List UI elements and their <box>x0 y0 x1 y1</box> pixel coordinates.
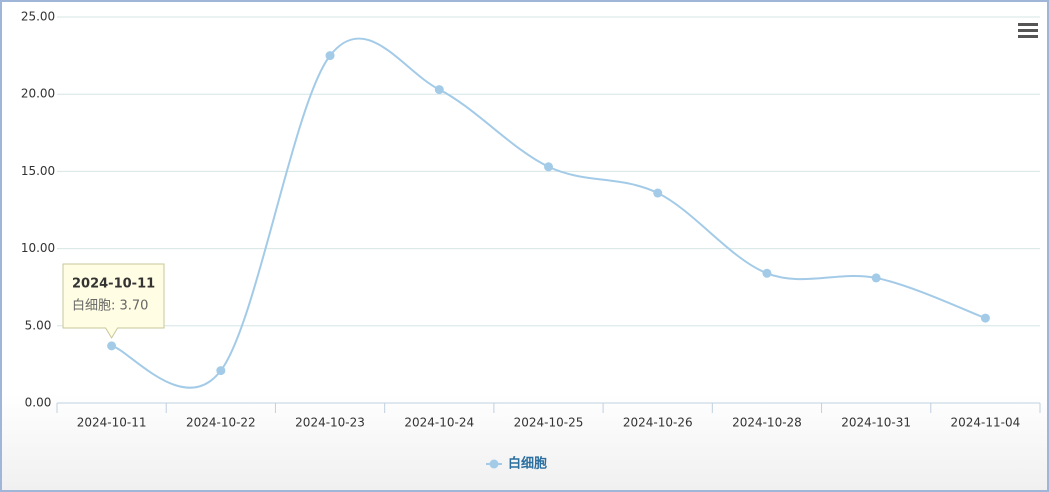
menu-icon[interactable] <box>1018 23 1038 38</box>
legend-label: 白细胞 <box>508 456 547 472</box>
y-tick-label: 5.00 <box>25 318 52 332</box>
menu-bar <box>1018 23 1038 26</box>
x-tick-label: 2024-10-25 <box>514 416 584 430</box>
x-tick-label: 2024-10-23 <box>295 416 365 430</box>
tooltip-text: 白细胞: 3.70 <box>72 298 148 314</box>
y-tick-label: 15.00 <box>21 164 55 178</box>
point <box>434 85 444 95</box>
point <box>216 366 226 376</box>
y-tick-label: 0.00 <box>25 396 52 410</box>
point <box>980 313 990 323</box>
y-tick-label: 20.00 <box>21 87 55 101</box>
x-tick-label: 2024-10-11 <box>77 416 147 430</box>
menu-bar <box>1018 29 1038 32</box>
point <box>871 273 881 283</box>
tooltip: 2024-10-11 白细胞: 3.70 <box>62 263 165 339</box>
tooltip-title: 2024-10-11 <box>72 277 155 292</box>
x-tick-label: 2024-10-22 <box>186 416 256 430</box>
x-tick-label: 2024-10-28 <box>732 416 802 430</box>
x-tick-label: 2024-10-24 <box>404 416 474 430</box>
y-tick-label: 10.00 <box>21 241 55 255</box>
point <box>107 341 117 351</box>
menu-bar <box>1018 35 1038 38</box>
x-tick-label: 2024-11-04 <box>951 416 1021 430</box>
y-tick-label: 25.00 <box>21 10 55 24</box>
point <box>653 188 663 198</box>
x-tick-label: 2024-10-31 <box>841 416 911 430</box>
point <box>762 268 772 278</box>
point <box>325 51 335 61</box>
line <box>111 37 986 389</box>
legend-marker <box>489 459 499 469</box>
point <box>544 162 553 172</box>
x-tick-label: 2024-10-26 <box>623 416 693 430</box>
tooltip-box <box>62 263 165 339</box>
